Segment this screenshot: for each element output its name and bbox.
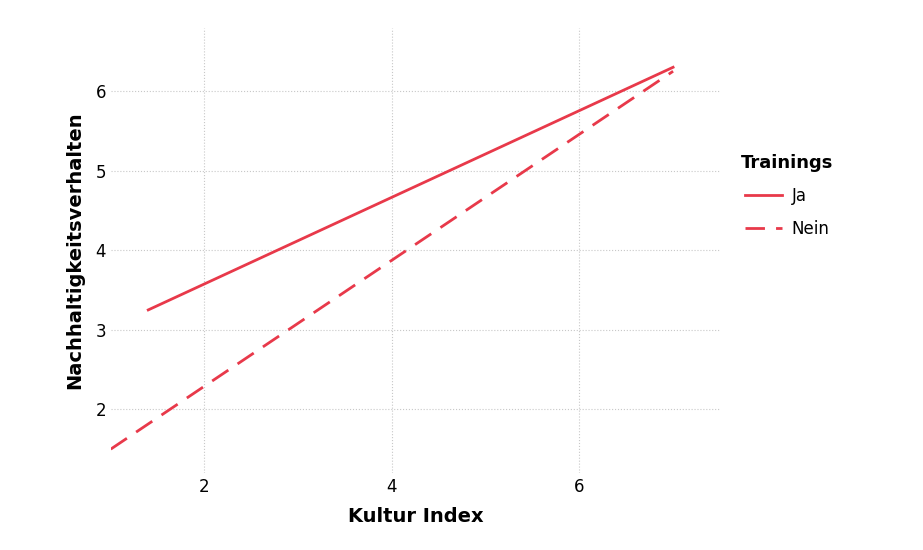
Legend: Ja, Nein: Ja, Nein [735, 147, 840, 245]
Y-axis label: Nachhaltigkeitsverhalten: Nachhaltigkeitsverhalten [66, 112, 84, 389]
X-axis label: Kultur Index: Kultur Index [348, 507, 483, 526]
